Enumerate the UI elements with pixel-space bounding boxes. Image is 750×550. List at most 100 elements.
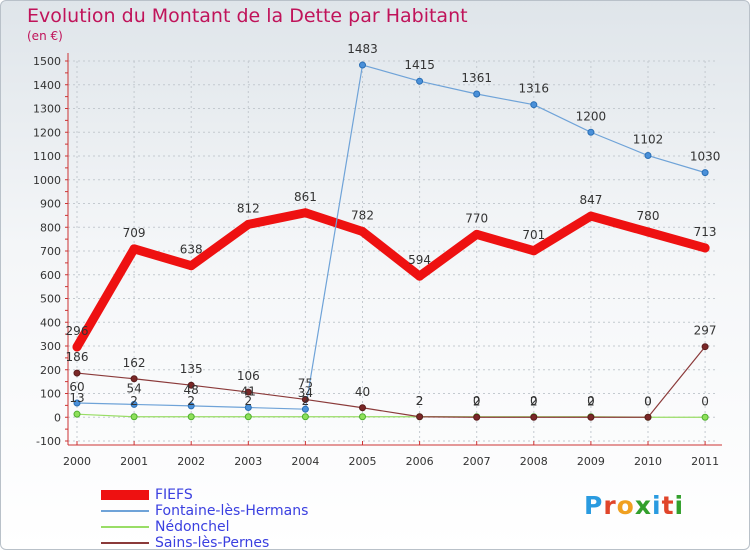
data-label: 2: [244, 394, 252, 408]
data-point: [415, 271, 425, 281]
x-tick-label: 2008: [520, 455, 548, 468]
data-point: [73, 369, 81, 377]
data-point: [244, 388, 252, 396]
data-label: 770: [465, 211, 488, 225]
y-tick-label: 800: [40, 221, 61, 234]
proxiti-logo: Proxiti: [584, 491, 684, 520]
x-tick-label: 2006: [406, 455, 434, 468]
data-point: [244, 413, 252, 421]
data-label: 1483: [347, 42, 378, 56]
y-tick-label: 700: [40, 245, 61, 258]
logo-letter: r: [603, 491, 617, 520]
data-label: 48: [184, 383, 199, 397]
data-label: 0: [587, 394, 595, 408]
data-label: 162: [123, 356, 146, 370]
data-label: 2: [416, 394, 424, 408]
series-lines: [72, 61, 710, 421]
series-line-3: [76, 346, 706, 418]
data-label: 812: [237, 201, 260, 215]
data-point: [472, 229, 482, 239]
y-tick-label: 500: [40, 293, 61, 306]
logo-letter: t: [661, 491, 675, 520]
data-label: 594: [408, 253, 431, 267]
data-label: 186: [66, 350, 89, 364]
data-label: 296: [66, 324, 89, 338]
data-labels: 296 709 638 812 861 782 594 770 701 847 780 713 60 54…: [66, 42, 721, 408]
data-label: 1030: [690, 150, 721, 164]
legend-label: Nédonchel: [155, 519, 230, 535]
data-label: 1102: [633, 133, 664, 147]
data-label: 1200: [576, 109, 607, 123]
data-label: 54: [126, 381, 141, 395]
y-tick-label: 900: [40, 198, 61, 211]
data-label: 135: [180, 362, 203, 376]
data-point: [187, 381, 195, 389]
data-label: 1415: [404, 58, 435, 72]
data-label: 2: [587, 394, 595, 408]
data-point: [130, 413, 138, 421]
data-point: [301, 413, 309, 421]
data-label: 0: [644, 394, 652, 408]
data-point: [644, 152, 652, 160]
data-label: 75: [298, 376, 313, 390]
data-point: [129, 244, 139, 254]
series-line-1: [76, 64, 706, 410]
data-point: [530, 101, 538, 109]
x-tick-label: 2007: [463, 455, 491, 468]
data-label: 1316: [519, 82, 550, 96]
data-point: [473, 413, 481, 421]
data-point: [300, 208, 310, 218]
x-tick-label: 2001: [120, 455, 148, 468]
y-tick-label: 600: [40, 269, 61, 282]
data-label: 0: [644, 394, 652, 408]
legend-item: Fontaine-lès-Hermans: [101, 503, 308, 519]
data-point: [358, 227, 367, 237]
data-point: [359, 61, 366, 69]
data-point: [586, 211, 596, 221]
x-tick-label: 2000: [63, 455, 91, 468]
logo-letter: i: [652, 491, 662, 520]
data-point: [701, 413, 709, 421]
y-tick-label: 1400: [33, 79, 61, 92]
data-point: [359, 404, 366, 412]
y-tick-label: 300: [40, 340, 61, 353]
data-label: 40: [355, 385, 370, 399]
y-tick-label: -100: [36, 435, 61, 448]
legend-swatch: [101, 526, 149, 528]
data-point: [529, 246, 539, 256]
data-label: 2: [473, 394, 481, 408]
data-point: [359, 413, 366, 421]
data-label: 780: [637, 209, 660, 223]
logo-letter: x: [634, 491, 652, 520]
x-tick-label: 2005: [349, 455, 377, 468]
data-label: 2: [416, 394, 424, 408]
legend-item: FIEFS: [101, 487, 308, 503]
data-point: [587, 413, 595, 421]
data-label: 2: [302, 394, 310, 408]
data-label: 709: [123, 226, 146, 240]
data-point: [244, 404, 252, 412]
data-point: [644, 413, 652, 421]
data-point: [416, 77, 424, 85]
legend-label: FIEFS: [155, 487, 193, 503]
data-point: [700, 243, 710, 253]
chart-unit-label: (en €): [27, 29, 63, 43]
data-label: 638: [180, 243, 203, 257]
legend-label: Fontaine-lès-Hermans: [155, 503, 309, 519]
data-point: [73, 399, 81, 407]
y-tick-label: 0: [54, 411, 61, 424]
legend-item: Nédonchel: [101, 519, 308, 535]
data-label: 41: [241, 385, 256, 399]
data-point: [301, 405, 309, 413]
data-label: 0: [530, 394, 538, 408]
data-point: [130, 375, 138, 383]
y-tick-label: 1500: [33, 55, 61, 68]
data-point: [643, 227, 653, 237]
x-tick-label: 2002: [177, 455, 205, 468]
data-label: 1361: [461, 71, 492, 85]
legend-swatch: [101, 510, 149, 512]
data-point: [416, 413, 424, 421]
data-label: 106: [237, 369, 260, 383]
data-point: [587, 128, 595, 136]
